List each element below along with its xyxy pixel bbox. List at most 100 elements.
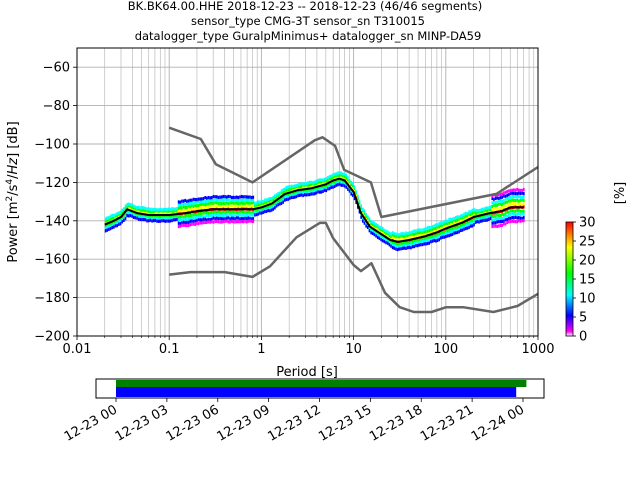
psd-cell [169,219,172,223]
psd-cell [111,213,114,218]
psd-cell [142,206,145,210]
psd-cell [141,217,143,222]
psd-cell [156,211,158,215]
psd-cell [390,236,392,240]
psd-cell [443,230,445,235]
psd-cell [511,219,514,223]
psd-cell [215,204,218,208]
psd-cell [355,193,358,197]
psd-cell [426,236,429,240]
psd-cell [423,239,426,243]
psd-cell [108,218,110,222]
psd-cell [132,207,135,212]
psd-cell [466,211,469,216]
colorbar-tick-label: 5 [579,311,587,326]
psd-cell [222,194,225,199]
psd-cell [225,195,228,199]
psd-cell [415,244,417,248]
psd-cell [513,216,515,220]
psd-cell [410,236,412,240]
psd-cell [262,207,265,211]
psd-cell [375,226,377,230]
psd-cell [229,211,231,215]
psd-cell [114,220,117,225]
psd-cell [496,213,499,217]
psd-cell [521,188,523,192]
psd-cell [459,223,462,228]
psd-cell [448,218,450,222]
psd-cell [348,182,351,186]
psd-cell [479,212,482,216]
psd-cell [162,207,165,212]
psd-cell [494,224,497,228]
psd-cell [496,217,499,221]
psd-cell [151,219,153,223]
psd-cell [386,240,389,244]
psd-cell [201,215,203,219]
psd-cell [471,211,474,215]
psd-cell [229,201,231,205]
psd-cell [217,213,220,218]
psd-cell [491,208,494,212]
coverage-tick-label: 12-23 21 [418,402,476,444]
psd-cell [239,217,241,221]
psd-cell [283,189,286,193]
psd-cell [494,204,497,208]
psd-cell [506,189,509,194]
psd-cell [124,214,127,219]
psd-cell [224,211,226,215]
psd-cell [439,231,442,235]
psd-cell [277,203,280,207]
psd-cell [121,218,124,222]
psd-cell [373,225,376,230]
psd-cell [513,201,515,205]
psd-cell [461,213,464,218]
psd-cell [225,204,228,208]
psd-cell [207,199,210,203]
psd-cell [157,208,160,212]
psd-cell [201,202,203,207]
psd-cell [196,204,198,208]
psd-cell [443,233,445,237]
psd-cell [234,220,236,224]
psd-cell [415,234,417,238]
psd-cell [303,186,306,190]
psd-cell [224,195,226,199]
psd-cell [312,192,314,196]
psd-cell [433,229,436,233]
psd-cell [123,208,125,213]
psd-cell [519,195,522,200]
psd-cell [252,219,255,224]
psd-cell [511,202,514,206]
psd-cell [220,220,223,224]
psd-cell [340,175,343,179]
psd-cell [327,178,329,182]
psd-cell [513,212,515,216]
psd-cell [257,203,260,207]
psd-cell [300,193,303,197]
psd-cell [519,188,522,193]
psd-cell [169,217,172,221]
psd-cell [232,201,235,205]
psd-cell [506,214,509,218]
psd-cell [205,199,208,204]
psd-cell [511,215,514,220]
psd-cell [152,215,155,219]
psd-cell [302,186,304,190]
psd-cell [451,227,454,231]
psd-cell [194,206,197,210]
psd-cell [323,185,326,189]
psd-cell [302,182,304,186]
psd-cell [444,234,447,239]
psd-cell [269,199,271,203]
psd-cell [380,233,382,238]
psd-cell [197,222,200,226]
psd-cell [388,233,391,238]
psd-cell [217,198,220,202]
coverage-tick-label: 12-23 12 [265,402,323,444]
psd-cell [504,211,507,215]
psd-cell [335,172,338,176]
psd-cell [491,204,494,209]
psd-cell [225,216,228,220]
psd-cell [519,219,522,223]
